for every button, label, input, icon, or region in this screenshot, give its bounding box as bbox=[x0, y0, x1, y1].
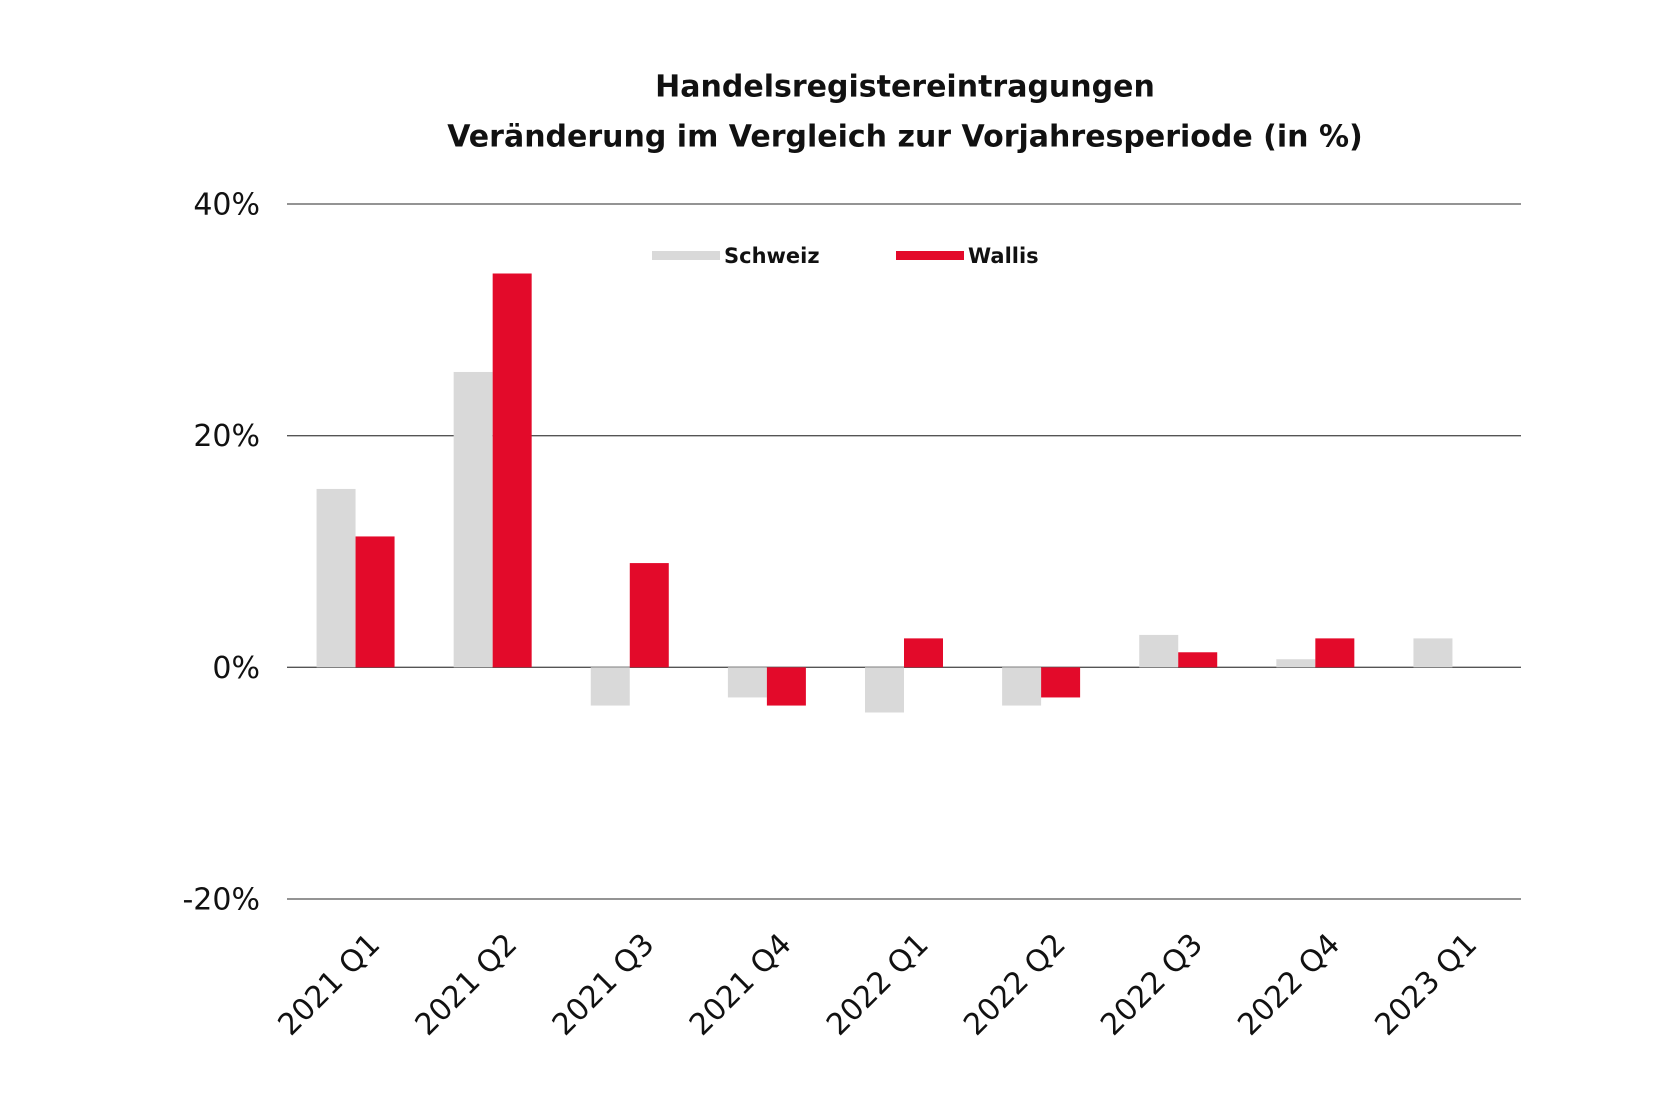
bar bbox=[1276, 659, 1316, 668]
x-tick-label: 2021 Q4 bbox=[683, 927, 799, 1043]
bar bbox=[1002, 667, 1042, 706]
bar bbox=[629, 563, 669, 668]
x-tick-label: 2023 Q1 bbox=[1368, 927, 1484, 1043]
bar bbox=[1139, 634, 1179, 668]
x-tick-label: 2022 Q2 bbox=[957, 927, 1073, 1043]
bar bbox=[1041, 667, 1081, 698]
legend-swatch bbox=[652, 251, 720, 260]
bar bbox=[727, 667, 767, 698]
y-tick-label: -20% bbox=[182, 883, 260, 918]
bar bbox=[453, 371, 493, 668]
x-tick-label: 2022 Q4 bbox=[1231, 927, 1347, 1043]
legend-label: Schweiz bbox=[724, 244, 820, 268]
x-tick-label: 2021 Q2 bbox=[409, 927, 525, 1043]
bar bbox=[316, 488, 356, 668]
bar bbox=[590, 667, 630, 706]
chart-subtitle: Veränderung im Vergleich zur Vorjahrespe… bbox=[447, 120, 1363, 155]
bar bbox=[1413, 638, 1453, 668]
x-tick-label: 2021 Q1 bbox=[272, 927, 388, 1043]
bar bbox=[1315, 638, 1355, 668]
bar bbox=[766, 667, 806, 706]
y-tick-label: 0% bbox=[212, 651, 260, 686]
legend-swatch bbox=[896, 251, 964, 260]
bar bbox=[1178, 652, 1218, 668]
legend-label: Wallis bbox=[968, 244, 1039, 268]
chart-title: Handelsregistereintragungen bbox=[655, 70, 1155, 105]
x-tick-label: 2022 Q3 bbox=[1094, 927, 1210, 1043]
x-tick-label: 2022 Q1 bbox=[820, 927, 936, 1043]
bar bbox=[492, 273, 532, 668]
bar bbox=[904, 638, 943, 668]
y-tick-label: 20% bbox=[193, 419, 260, 454]
bar bbox=[865, 667, 904, 713]
y-tick-label: 40% bbox=[193, 188, 260, 223]
x-tick-label: 2021 Q3 bbox=[546, 927, 662, 1043]
bar bbox=[355, 536, 395, 668]
